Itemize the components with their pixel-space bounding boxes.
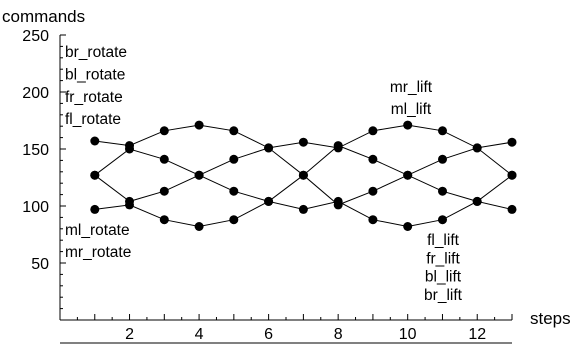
data-point [472,196,482,206]
data-point [403,222,413,231]
annotation-bottom-right: br_lift [424,287,463,304]
data-point [438,154,447,164]
data-point [229,215,239,225]
data-point [438,186,447,196]
series-points [90,120,517,231]
annotation-bottom-right: fl_lift [427,232,460,249]
data-point [438,126,447,136]
data-point [368,215,378,225]
data-point [125,144,134,154]
data-point [159,126,169,136]
data-point [194,120,204,130]
data-point [229,126,239,136]
data-point [507,170,517,180]
data-point [194,170,204,180]
data-point [333,141,343,151]
x-axis-label: steps [530,309,571,328]
data-point [368,126,378,136]
y-tick-label: 50 [31,256,49,273]
x-tick-label: 4 [195,326,204,343]
annotation-top-left: fr_rotate [65,89,123,106]
annotation-top-right: ml_lift [391,101,432,118]
data-point [368,186,378,196]
annotation-top-left: br_rotate [65,44,127,61]
data-point [403,120,413,130]
data-point [507,204,517,214]
data-point [333,196,343,206]
data-point [264,143,274,153]
annotation-top-right: mr_lift [390,79,433,96]
x-tick-label: 8 [334,326,343,343]
annotation-bottom-right: fr_lift [426,250,460,267]
data-point [472,143,482,153]
annotation-bottom-right: bl_lift [425,269,462,286]
data-point [125,200,134,210]
y-axis-label: commands [2,7,85,26]
annotation-bottom-left: ml_rotate [65,222,130,239]
data-point [298,137,308,147]
data-point [368,154,378,164]
data-point [403,170,413,180]
data-point [159,186,169,196]
data-point [90,204,100,214]
data-point [229,186,239,196]
data-point [298,204,308,214]
data-point [159,215,169,225]
data-point [438,215,447,225]
data-point [194,222,204,231]
data-point [90,170,100,180]
y-tick-label: 250 [22,28,49,45]
data-point [229,154,239,164]
x-tick-label: 2 [125,326,134,343]
annotation-bottom-left: mr_rotate [65,244,131,261]
x-tick-label: 12 [468,326,486,343]
tick-labels: 2 4 6 8 10 12 50 100 150 200 250 [22,28,486,343]
y-tick-label: 100 [22,199,49,216]
annotation-top-left: bl_rotate [65,66,125,83]
data-point [159,154,169,164]
axis-ticks [60,34,513,320]
x-tick-label: 10 [399,326,417,343]
data-point [90,136,100,146]
y-tick-label: 150 [22,142,49,159]
data-point [264,196,274,206]
data-point [507,137,517,147]
annotations: br_rotate bl_rotate fr_rotate fl_rotate ml_r… [65,44,463,304]
data-point [298,170,308,180]
x-tick-label: 6 [264,326,273,343]
y-tick-label: 200 [22,85,49,102]
annotation-top-left: fl_rotate [65,111,121,128]
